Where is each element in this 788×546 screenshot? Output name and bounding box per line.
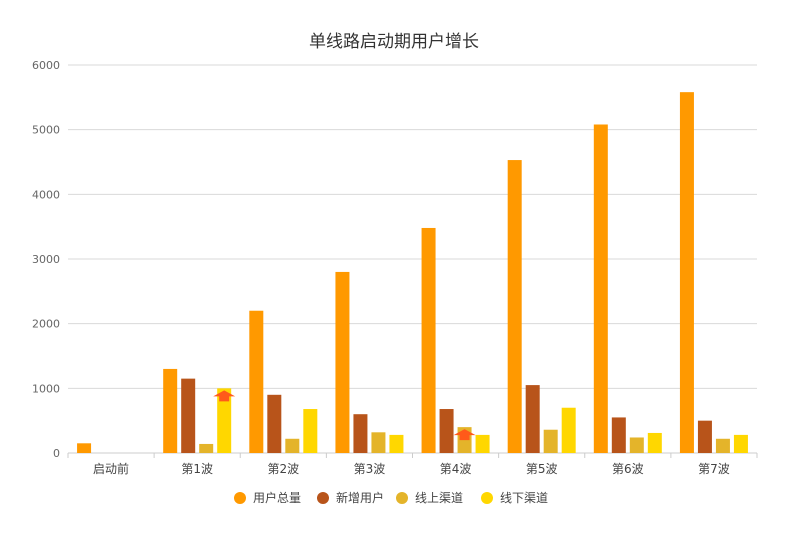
x-tick-label: 第2波 xyxy=(267,462,299,476)
bar-用户总量-第6波 xyxy=(593,124,608,453)
bar-新增用户-第6波 xyxy=(611,417,626,453)
y-tick-label: 2000 xyxy=(32,318,60,331)
legend-label: 用户总量 xyxy=(253,490,301,505)
x-axis: 启动前 第1波 第2波 第3波 第4波 第5波 第6波 第7波 xyxy=(67,453,758,476)
legend-label: 新增用户 xyxy=(336,490,384,505)
bars xyxy=(77,92,748,453)
bar-新增用户-第7波 xyxy=(697,420,712,453)
up-arrow-icon xyxy=(453,429,476,441)
legend-swatch xyxy=(234,492,246,504)
bar-新增用户-第5波 xyxy=(525,385,540,453)
bar-用户总量-第1波 xyxy=(163,368,178,453)
bar-线下渠道-第6波 xyxy=(647,432,662,453)
y-tick-label: 5000 xyxy=(32,124,60,137)
bar-用户总量-第2波 xyxy=(249,310,264,453)
bar-用户总量-第5波 xyxy=(507,160,522,453)
bar-线下渠道-第5波 xyxy=(561,407,576,453)
bar-线上渠道-第7波 xyxy=(715,438,730,453)
bar-用户总量-第7波 xyxy=(679,92,694,453)
y-tick-label: 3000 xyxy=(32,253,60,266)
bar-线下渠道-第2波 xyxy=(303,409,318,453)
bar-线下渠道-第1波 xyxy=(217,388,232,453)
y-tick-label: 6000 xyxy=(32,59,60,72)
legend-label: 线下渠道 xyxy=(500,491,548,505)
y-tick-label: 4000 xyxy=(32,188,60,201)
bar-用户总量-第3波 xyxy=(335,271,350,453)
legend-swatch xyxy=(317,492,329,504)
bar-线上渠道-第1波 xyxy=(199,443,214,453)
up-arrow-icon xyxy=(213,390,236,402)
legend-swatch xyxy=(481,492,493,504)
y-axis: 0 1000 2000 3000 4000 5000 6000 xyxy=(32,59,60,460)
x-tick-label: 第5波 xyxy=(526,462,558,476)
bar-线下渠道-第4波 xyxy=(475,434,490,453)
legend-label: 线上渠道 xyxy=(415,491,463,505)
markers xyxy=(213,390,476,441)
x-tick-label: 第4波 xyxy=(440,462,472,476)
x-tick-label: 第1波 xyxy=(181,462,213,476)
bar-新增用户-第4波 xyxy=(439,409,454,453)
bar-线上渠道-第6波 xyxy=(629,437,644,453)
legend-swatch xyxy=(396,492,408,504)
bar-新增用户-第3波 xyxy=(353,414,368,453)
bar-线上渠道-第2波 xyxy=(285,438,300,453)
chart-title: 单线路启动期用户增长 xyxy=(309,32,479,52)
bar-线上渠道-第5波 xyxy=(543,429,558,453)
bar-线上渠道-第3波 xyxy=(371,432,386,453)
x-tick-label: 第7波 xyxy=(698,462,730,476)
bar-用户总量-启动前 xyxy=(77,443,92,453)
bar-新增用户-第1波 xyxy=(181,378,196,453)
x-tick-label: 第3波 xyxy=(354,462,386,476)
x-tick-label: 启动前 xyxy=(93,461,129,476)
bar-线下渠道-第3波 xyxy=(389,434,404,453)
bar-线下渠道-第7波 xyxy=(733,434,748,453)
y-tick-label: 0 xyxy=(53,447,60,460)
legend: 用户总量 新增用户 线上渠道 线下渠道 xyxy=(234,490,548,505)
y-tick-label: 1000 xyxy=(32,382,60,395)
bar-新增用户-第2波 xyxy=(267,394,282,453)
x-tick-label: 第6波 xyxy=(612,462,644,476)
bar-用户总量-第4波 xyxy=(421,227,436,453)
